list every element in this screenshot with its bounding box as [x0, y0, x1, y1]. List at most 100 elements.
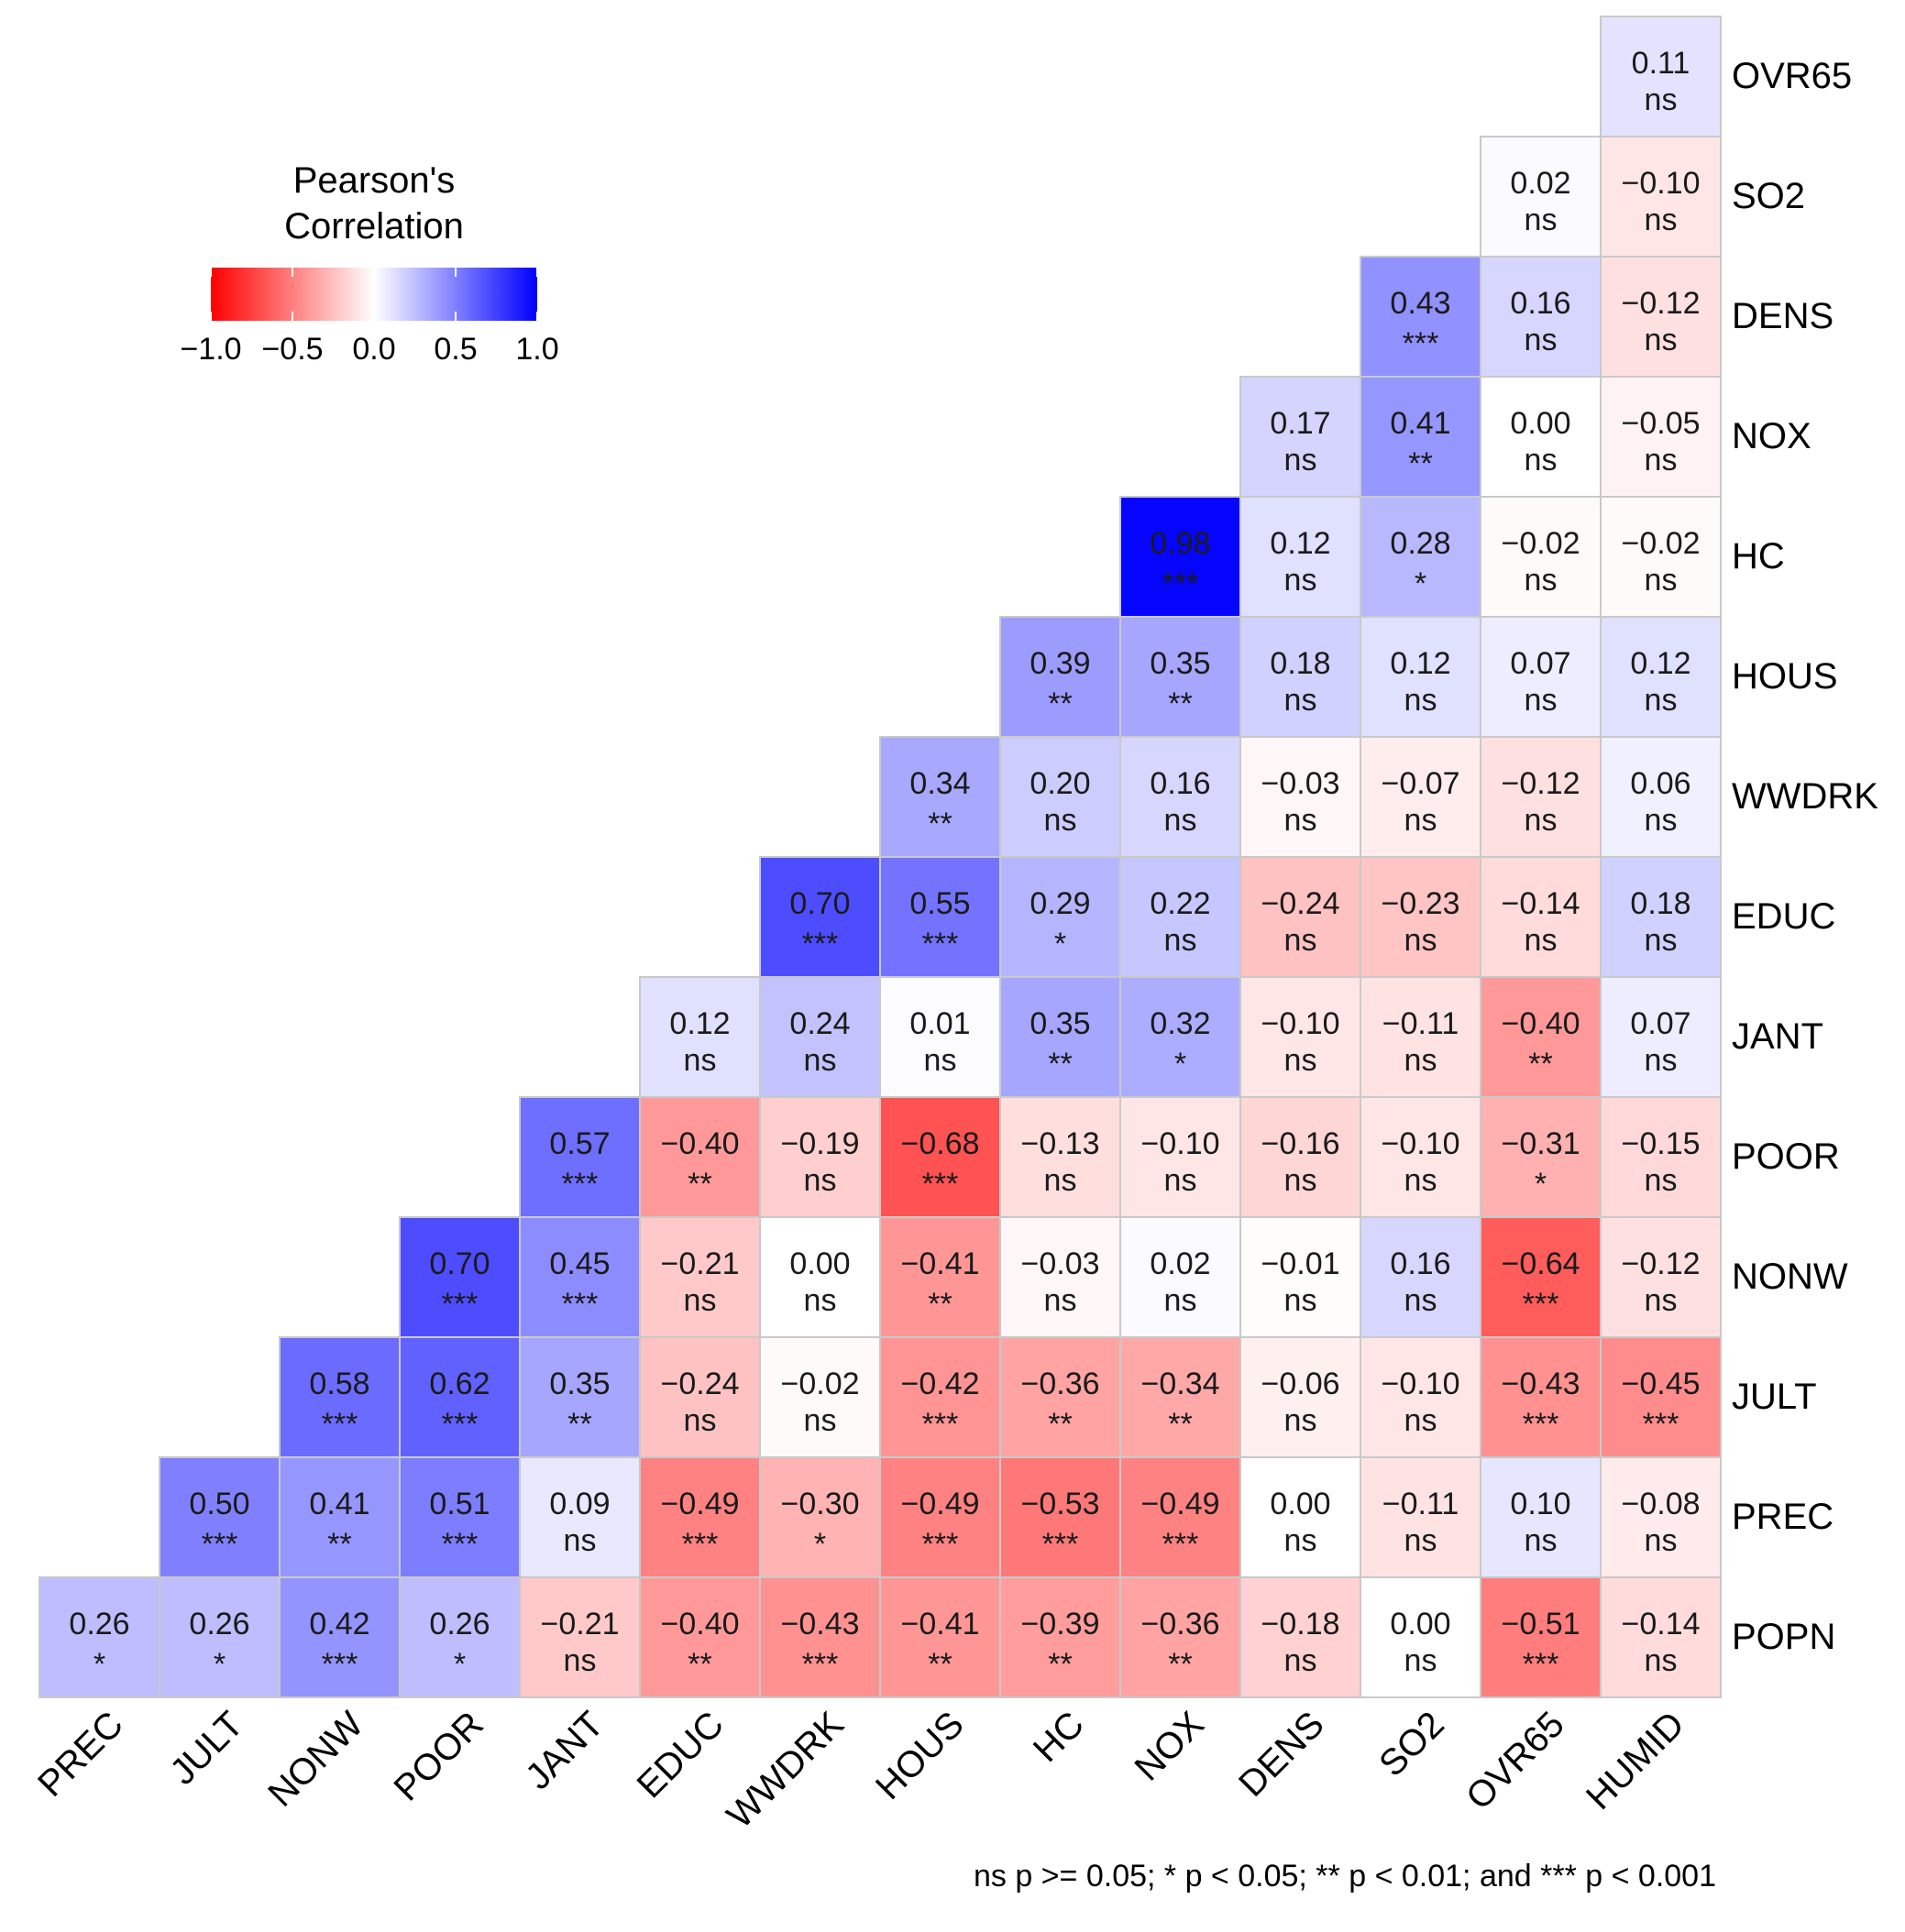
cell-significance: ***	[1162, 566, 1199, 601]
cell-significance: ns	[1645, 923, 1678, 958]
cell-value: −0.21	[660, 1246, 739, 1281]
cell-fill	[519, 1576, 641, 1698]
cell-value: −0.40	[1501, 1006, 1580, 1041]
cell-value: 0.32	[1150, 1006, 1210, 1041]
cell-significance: ***	[922, 1167, 959, 1202]
cell-fill	[999, 616, 1121, 738]
y-tick-label: POPN	[1732, 1617, 1835, 1657]
heatmap-cell: 0.57 ***	[519, 1096, 641, 1218]
cell-significance: ns	[1525, 1523, 1558, 1558]
cell-value: 0.41	[309, 1487, 369, 1521]
cell-fill	[1119, 1216, 1241, 1338]
cell-value: 0.12	[1270, 526, 1330, 561]
legend-tick-label: 1.0	[515, 332, 558, 367]
legend-title-line1: Pearson's	[293, 160, 456, 201]
cell-value: −0.41	[900, 1607, 979, 1641]
cell-significance: ***	[1403, 326, 1439, 361]
heatmap-cell: 0.29 *	[999, 856, 1121, 978]
cell-value: 0.00	[1270, 1487, 1330, 1521]
cell-value: −0.53	[1020, 1487, 1099, 1521]
cell-value: 0.11	[1632, 46, 1690, 81]
cell-significance: ns	[924, 1043, 957, 1078]
heatmap-cell: 0.42 ***	[279, 1576, 401, 1698]
x-tick-label: SO2	[1371, 1704, 1452, 1784]
cell-fill	[1119, 736, 1241, 858]
cell-significance: ns	[1284, 563, 1317, 598]
cell-significance: ns	[804, 1403, 837, 1438]
cell-value: 0.10	[1510, 1487, 1570, 1521]
cell-fill	[1600, 136, 1722, 258]
cell-fill	[999, 1576, 1121, 1698]
cell-fill	[279, 1336, 401, 1458]
cell-fill	[1119, 856, 1241, 978]
cell-value: −0.49	[1140, 1487, 1219, 1521]
cell-value: 0.06	[1630, 766, 1690, 801]
cell-significance: ns	[1525, 923, 1558, 958]
cell-value: −0.03	[1261, 766, 1339, 801]
heatmap-cell: −0.41 **	[879, 1216, 1001, 1338]
cell-significance: **	[688, 1647, 711, 1682]
cell-value: −0.02	[1621, 526, 1700, 561]
cell-significance: ***	[922, 1527, 959, 1562]
cell-value: 0.20	[1030, 766, 1090, 801]
heatmap-cell: 0.26 *	[159, 1576, 281, 1698]
cell-value: −0.21	[540, 1607, 619, 1641]
heatmap-cell: −0.36 **	[1119, 1576, 1241, 1698]
cell-significance: ns	[1404, 803, 1437, 838]
cell-value: 0.18	[1630, 886, 1690, 921]
heatmap-cell: 0.32 *	[1119, 976, 1241, 1098]
cell-fill	[1480, 1216, 1602, 1338]
heatmap-cell: 0.41 **	[1360, 376, 1481, 498]
heatmap-cell: −0.49 ***	[639, 1456, 761, 1578]
cell-significance: ***	[1042, 1527, 1079, 1562]
heatmap-cell: −0.49 ***	[879, 1456, 1001, 1578]
y-tick-label: PREC	[1732, 1497, 1833, 1537]
heatmap-cell: 0.51 ***	[399, 1456, 521, 1578]
cell-fill	[1360, 736, 1481, 858]
cell-value: 0.70	[429, 1246, 490, 1281]
cell-value: 0.12	[1630, 646, 1690, 681]
cell-fill	[1600, 1096, 1722, 1218]
cell-significance: **	[1408, 446, 1432, 481]
heatmap-cell: −0.45 ***	[1600, 1336, 1722, 1458]
cell-value: −0.18	[1261, 1607, 1339, 1641]
cell-value: −0.01	[1261, 1246, 1339, 1281]
cell-fill	[1360, 616, 1481, 738]
cell-value: −0.40	[660, 1607, 739, 1641]
cell-significance: *	[214, 1647, 226, 1682]
cell-value: 0.62	[429, 1367, 490, 1401]
cell-value: −0.12	[1621, 1246, 1700, 1281]
cell-significance: ns	[1284, 803, 1317, 838]
cell-value: 0.02	[1510, 166, 1570, 201]
cell-fill	[1239, 376, 1361, 498]
cell-significance: ***	[922, 1407, 959, 1442]
heatmap-cell: 0.35 **	[519, 1336, 641, 1458]
cell-significance: ns	[1164, 923, 1197, 958]
cell-value: −0.10	[1381, 1367, 1459, 1401]
cell-fill	[1239, 496, 1361, 618]
y-tick-label: POOR	[1732, 1136, 1840, 1177]
cell-value: −0.11	[1382, 1487, 1459, 1521]
heatmap-cell: 0.39 **	[999, 616, 1121, 738]
cell-fill	[1360, 376, 1481, 498]
cell-value: 0.00	[789, 1246, 850, 1281]
cell-significance: ns	[1404, 1643, 1437, 1678]
cell-value: −0.40	[660, 1126, 739, 1161]
cell-value: 0.57	[549, 1126, 610, 1161]
cell-value: −0.16	[1261, 1126, 1339, 1161]
cell-fill	[999, 1096, 1121, 1218]
cell-fill	[1480, 1576, 1602, 1698]
cell-fill	[1239, 1216, 1361, 1338]
cell-value: −0.39	[1020, 1607, 1099, 1641]
cell-fill	[1239, 1456, 1361, 1578]
